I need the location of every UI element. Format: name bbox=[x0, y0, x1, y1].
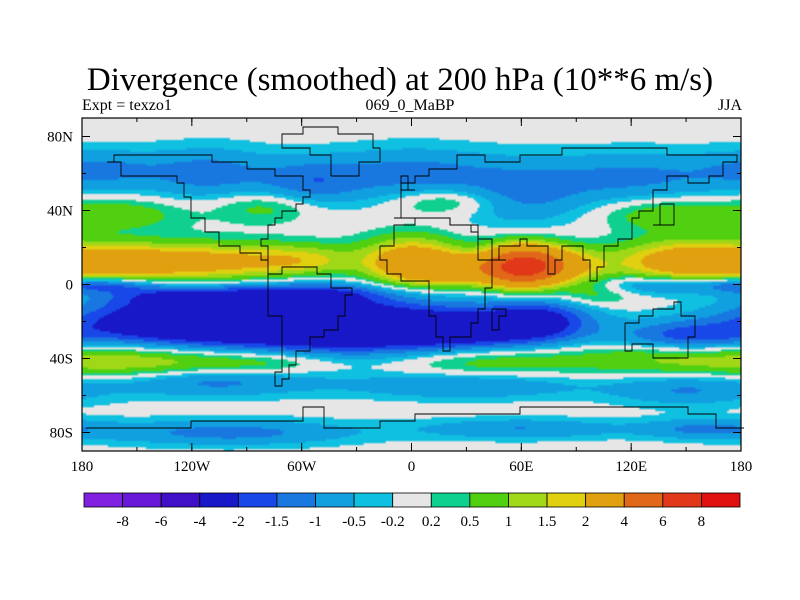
colorbar-box-3 bbox=[199, 492, 239, 508]
x-tick-label-3: 0 bbox=[408, 459, 416, 475]
colorbar-label-7: -0.2 bbox=[381, 514, 405, 530]
colorbar-box-8 bbox=[392, 492, 432, 508]
colorbar-label-10: 1 bbox=[505, 514, 513, 530]
colorbar-label-9: 0.5 bbox=[461, 514, 480, 530]
colorbar-box-6 bbox=[315, 492, 355, 508]
coastline-3 bbox=[379, 217, 506, 352]
y-tick-label-0: 80N bbox=[47, 130, 73, 146]
colorbar-label-8: 0.2 bbox=[422, 514, 441, 530]
coastline-7 bbox=[491, 308, 507, 331]
run-label: 069_0_MaBP bbox=[365, 97, 455, 114]
y-tick-label-2: 0 bbox=[66, 278, 74, 294]
colorbar-box-13 bbox=[585, 492, 625, 508]
experiment-label: Expt = texzo1 bbox=[82, 97, 172, 114]
colorbar-box-9 bbox=[430, 492, 471, 508]
colorbar-label-11: 1.5 bbox=[538, 514, 557, 530]
colorbar-label-14: 6 bbox=[659, 514, 667, 530]
colorbar-label-13: 4 bbox=[620, 514, 628, 530]
x-tick-label-2: 60W bbox=[287, 459, 317, 475]
colorbar-box-0 bbox=[83, 492, 123, 508]
colorbar-box-1 bbox=[122, 492, 162, 508]
colorbar-box-4 bbox=[237, 492, 278, 508]
colorbar-box-5 bbox=[276, 492, 316, 508]
colorbar-label-5: -1 bbox=[309, 514, 322, 530]
colorbar-box-11 bbox=[508, 492, 548, 508]
coastline-5 bbox=[281, 126, 381, 177]
x-tick-label-0: 180 bbox=[71, 459, 94, 475]
divergence-field bbox=[82, 118, 741, 451]
x-tick-label-5: 120E bbox=[615, 459, 647, 475]
coastline-2 bbox=[394, 147, 738, 282]
colorbar-box-14 bbox=[623, 492, 664, 508]
x-tick-label-4: 60E bbox=[509, 459, 533, 475]
x-tick-label-1: 120W bbox=[173, 459, 211, 475]
y-tick-label-1: 40N bbox=[47, 204, 73, 220]
colorbar-label-2: -4 bbox=[194, 514, 207, 530]
colorbar-label-3: -2 bbox=[232, 514, 245, 530]
colorbar-label-0: -8 bbox=[116, 514, 129, 530]
colorbar-box-12 bbox=[546, 492, 587, 508]
season-label: JJA bbox=[717, 97, 742, 114]
colorbar-box-7 bbox=[353, 492, 394, 508]
coastline-6 bbox=[86, 406, 744, 429]
colorbar-label-15: 8 bbox=[698, 514, 706, 530]
colorbar-label-6: -0.5 bbox=[342, 514, 366, 530]
colorbar-label-4: -1.5 bbox=[265, 514, 289, 530]
colorbar-box-15 bbox=[662, 492, 702, 508]
colorbar-label-12: 2 bbox=[582, 514, 590, 530]
y-tick-label-3: 40S bbox=[50, 352, 73, 368]
coastline-9 bbox=[400, 175, 415, 191]
x-tick-label-6: 180 bbox=[730, 459, 753, 475]
coastline-8 bbox=[653, 203, 675, 226]
chart-title: Divergence (smoothed) at 200 hPa (10**6 … bbox=[86, 62, 714, 98]
colorbar-box-16 bbox=[701, 492, 741, 508]
colorbar-box-10 bbox=[469, 492, 509, 508]
colorbar-label-1: -6 bbox=[155, 514, 168, 530]
coastline-4 bbox=[624, 301, 696, 359]
coastline-1 bbox=[267, 266, 353, 387]
colorbar-box-2 bbox=[160, 492, 201, 508]
y-tick-label-4: 80S bbox=[50, 426, 73, 442]
coastline-0 bbox=[107, 154, 311, 274]
